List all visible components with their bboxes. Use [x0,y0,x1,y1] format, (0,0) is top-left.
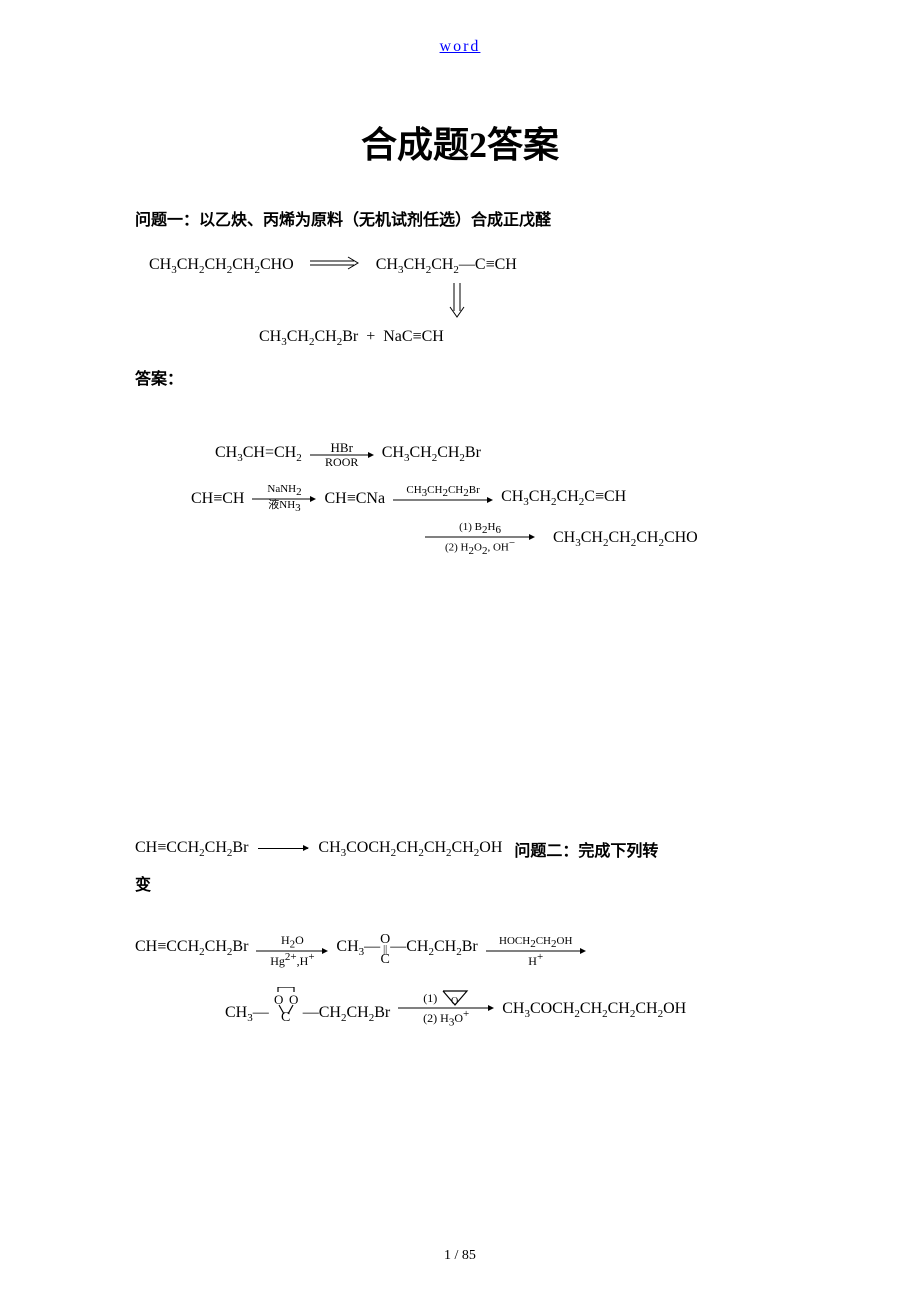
retro-starting-materials: CH3CH2CH2Br + NaC≡CH [259,326,444,351]
retro-product: CH3CH2CH2CH2CHO [149,254,294,279]
svg-text:O: O [274,992,283,1007]
step1-arrow: HBr ROOR [310,441,374,468]
step2-cond-bottom: 液NH3 [268,500,300,514]
q2-synthesis-block: CH≡CCH2CH2Br H2O Hg2+,H+ CH3— O || C —CH… [135,933,785,1028]
step1-product: CH3CH2CH2Br [382,442,481,467]
dioxolane-icon: O O C [269,987,303,1028]
question-1-text: 问题一：以乙炔、丙烯为原料（无机试剂任选）合成正戊醛 [135,206,785,230]
step2-intermediate: CH≡CNa [324,488,385,510]
step1-cond-bottom: ROOR [325,456,358,468]
q2-step2-arrow: HOCH2CH2OH H+ [486,936,586,967]
synthesis-step-1: CH3CH=CH2 HBr ROOR CH3CH2CH2Br [191,441,785,468]
q2-step1-arrow: H2O Hg2+,H+ [256,934,328,967]
retro-arrow-icon [310,255,360,277]
step3-arrow: (1) B2H6 (2) H2O2, OH− [425,522,535,557]
step1-reactant: CH3CH=CH2 [215,442,302,467]
svg-text:C: C [281,1010,290,1021]
down-arrow-icon [447,283,785,326]
step3-cond-bottom: (2) H2O2, OH− [445,538,515,557]
page-title: 合成题2答案 [0,116,920,168]
page-number: 1 / 85 [0,1248,920,1264]
synthesis-step-2: CH≡CH NaNH2 液NH3 CH≡CNa CH3CH2CH2Br CH3C… [191,484,785,514]
retro-line-1: CH3CH2CH2CH2CHO CH3CH2CH2—C≡CH [149,254,785,279]
header-link[interactable]: word [0,0,920,56]
synthesis-block: CH3CH=CH2 HBr ROOR CH3CH2CH2Br CH≡CH NaN… [135,441,785,557]
step2-reactant: CH≡CH [191,488,244,510]
step3-product: CH3CH2CH2CH2CHO [553,527,698,552]
q2-step4-product: CH3COCH2CH2CH2CH2OH [502,998,686,1029]
q2-step1-reactant: CH≡CCH2CH2Br [135,936,248,967]
step2-product: CH3CH2CH2C≡CH [501,486,626,511]
synthesis-step-3: (1) B2H6 (2) H2O2, OH− CH3CH2CH2CH2CHO [191,522,785,557]
q2-step4-arrow: (1) O (2) H3O+ [398,989,494,1028]
q2-step2-cond-bottom: H+ [528,952,543,967]
q2-step-1: CH≡CCH2CH2Br H2O Hg2+,H+ CH3— O || C —CH… [135,933,785,967]
q2-arrow-icon [258,848,308,849]
q2-reactant: CH≡CCH2CH2Br [135,839,248,859]
question-2-label: 问题二：完成下列转 [514,837,658,861]
retro-intermediate: CH3CH2CH2—C≡CH [376,254,517,279]
content-area: 问题一：以乙炔、丙烯为原料（无机试剂任选）合成正戊醛 CH3CH2CH2CH2C… [0,206,920,1028]
retrosynthesis-block: CH3CH2CH2CH2CHO CH3CH2CH2—C≡CH CH3CH2CH2… [135,254,785,351]
q2-step1-product: CH3— O || C —CH2CH2Br [336,933,477,967]
step2-arrow-2: CH3CH2CH2Br [393,485,493,512]
question-2-line: CH≡CCH2CH2Br CH3COCH2CH2CH2CH2OH 问题二：完成下… [135,837,785,861]
q2-step3-reactant: CH3— O O C —CH2CH2Br [225,987,390,1028]
q2-step-3: CH3— O O C —CH2CH2Br (1) [135,987,785,1028]
q2-step4-cond-bottom: (2) H3O+ [423,1009,469,1028]
svg-text:O: O [289,992,298,1007]
q2-step1-cond-bottom: Hg2+,H+ [270,952,314,967]
q2-product: CH3COCH2CH2CH2CH2OH [318,839,502,859]
question-2-continuation: 变 [135,871,785,895]
step2-arrow-1: NaNH2 液NH3 [252,484,316,514]
retro-line-2: CH3CH2CH2Br + NaC≡CH [259,326,785,351]
answer-label: 答案： [135,365,785,389]
